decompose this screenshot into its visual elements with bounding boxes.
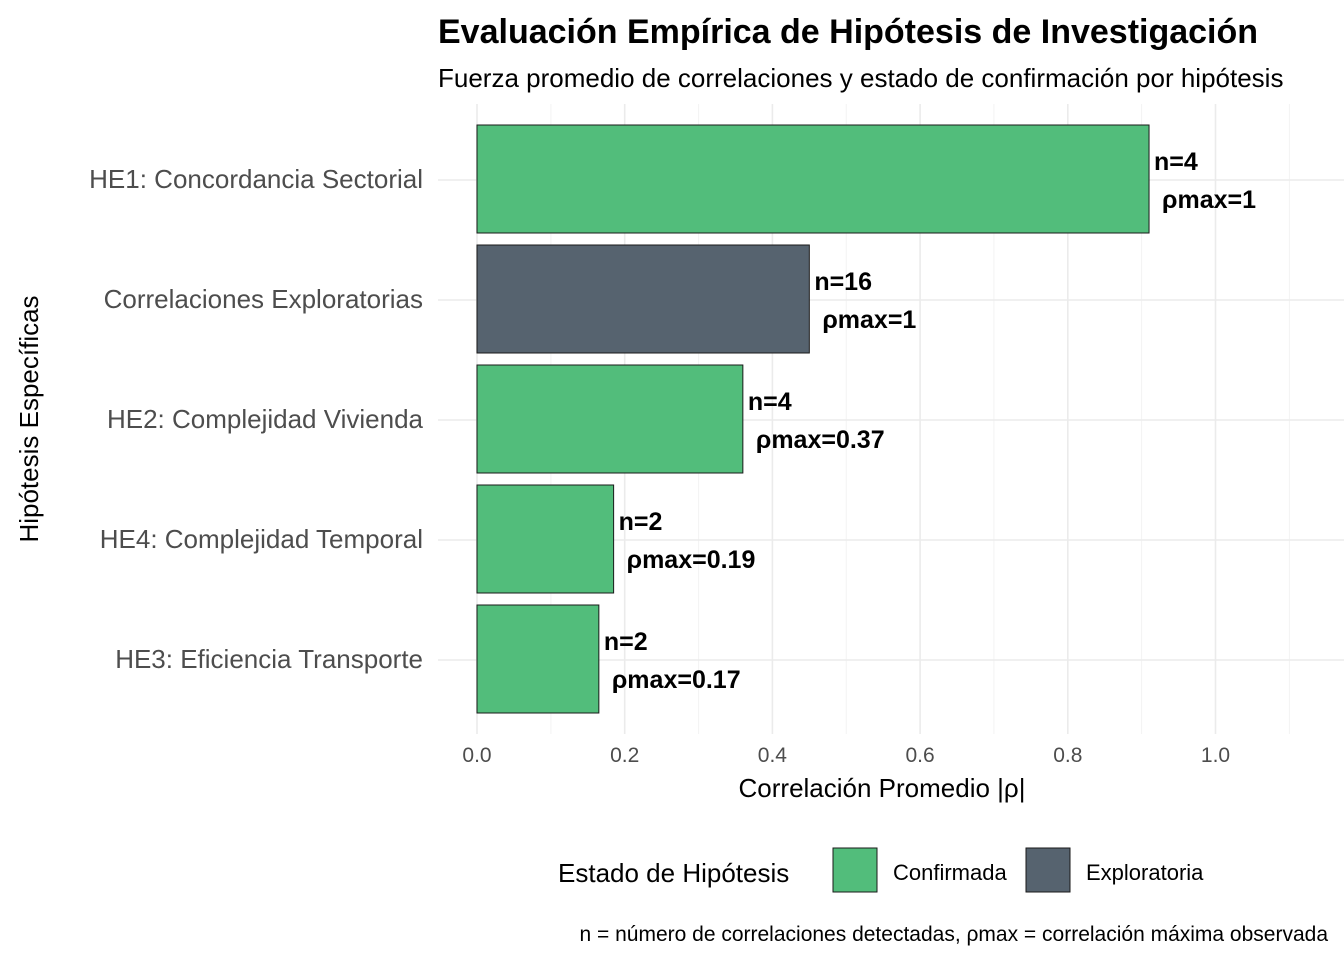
bar-label-rho: ρmax=0.17	[612, 666, 741, 694]
bar-label-n: n=2	[604, 628, 648, 656]
x-tick-label: 1.0	[1201, 744, 1230, 767]
y-tick-label: HE3: Eficiencia Transporte	[115, 644, 423, 674]
bar-label-n: n=4	[1154, 148, 1198, 176]
legend: Estado de Hipótesis Confirmada Explorator…	[558, 847, 1204, 893]
y-tick-label: HE2: Complejidad Vivienda	[107, 404, 424, 434]
bars	[476, 124, 1150, 714]
bar	[476, 484, 615, 594]
x-tick-label: 0.0	[462, 744, 491, 767]
chart-title: Evaluación Empírica de Hipótesis de Inve…	[438, 13, 1258, 51]
bar-labels: n=4 ρmax=1 n=16 ρmax=1 n=4 ρmax=0.37 n=2 ρmax=0…	[604, 148, 1256, 694]
bar-label-rho: ρmax=1	[1162, 186, 1256, 214]
x-tick-label: 0.2	[610, 744, 639, 767]
legend-label: Confirmada	[893, 860, 1007, 885]
bar	[476, 604, 600, 714]
legend-swatch	[1025, 847, 1071, 893]
bar-label-n: n=16	[814, 268, 872, 296]
chart-caption: n = número de correlaciones detectadas, …	[580, 923, 1329, 946]
x-axis-title: Correlación Promedio |ρ|	[739, 773, 1026, 803]
bar-label-rho: ρmax=0.19	[627, 546, 756, 574]
x-tick-label: 0.8	[1053, 744, 1082, 767]
legend-label: Exploratoria	[1086, 860, 1204, 885]
legend-title: Estado de Hipótesis	[558, 858, 789, 888]
bar	[476, 364, 744, 474]
y-tick-label: HE4: Complejidad Temporal	[100, 524, 423, 554]
y-axis-ticks: HE1: Concordancia Sectorial Correlaciones…	[89, 164, 423, 674]
x-tick-label: 0.4	[758, 744, 788, 767]
y-tick-label: Correlaciones Exploratorias	[104, 284, 423, 314]
x-tick-label: 0.6	[905, 744, 934, 767]
y-tick-label: HE1: Concordancia Sectorial	[89, 164, 423, 194]
x-axis-ticks: 0.0 0.2 0.4 0.6 0.8 1.0	[462, 744, 1230, 767]
bar-label-n: n=2	[619, 508, 663, 536]
legend-items: Confirmada Exploratoria	[832, 847, 1204, 893]
bar	[476, 244, 810, 354]
bar-label-n: n=4	[748, 388, 792, 416]
bar-label-rho: ρmax=0.37	[756, 426, 885, 454]
legend-swatch	[832, 847, 878, 893]
bar-label-rho: ρmax=1	[822, 306, 916, 334]
y-axis-title: Hipótesis Específicas	[14, 295, 44, 542]
chart-subtitle: Fuerza promedio de correlaciones y estad…	[438, 63, 1283, 93]
bar	[476, 124, 1150, 234]
